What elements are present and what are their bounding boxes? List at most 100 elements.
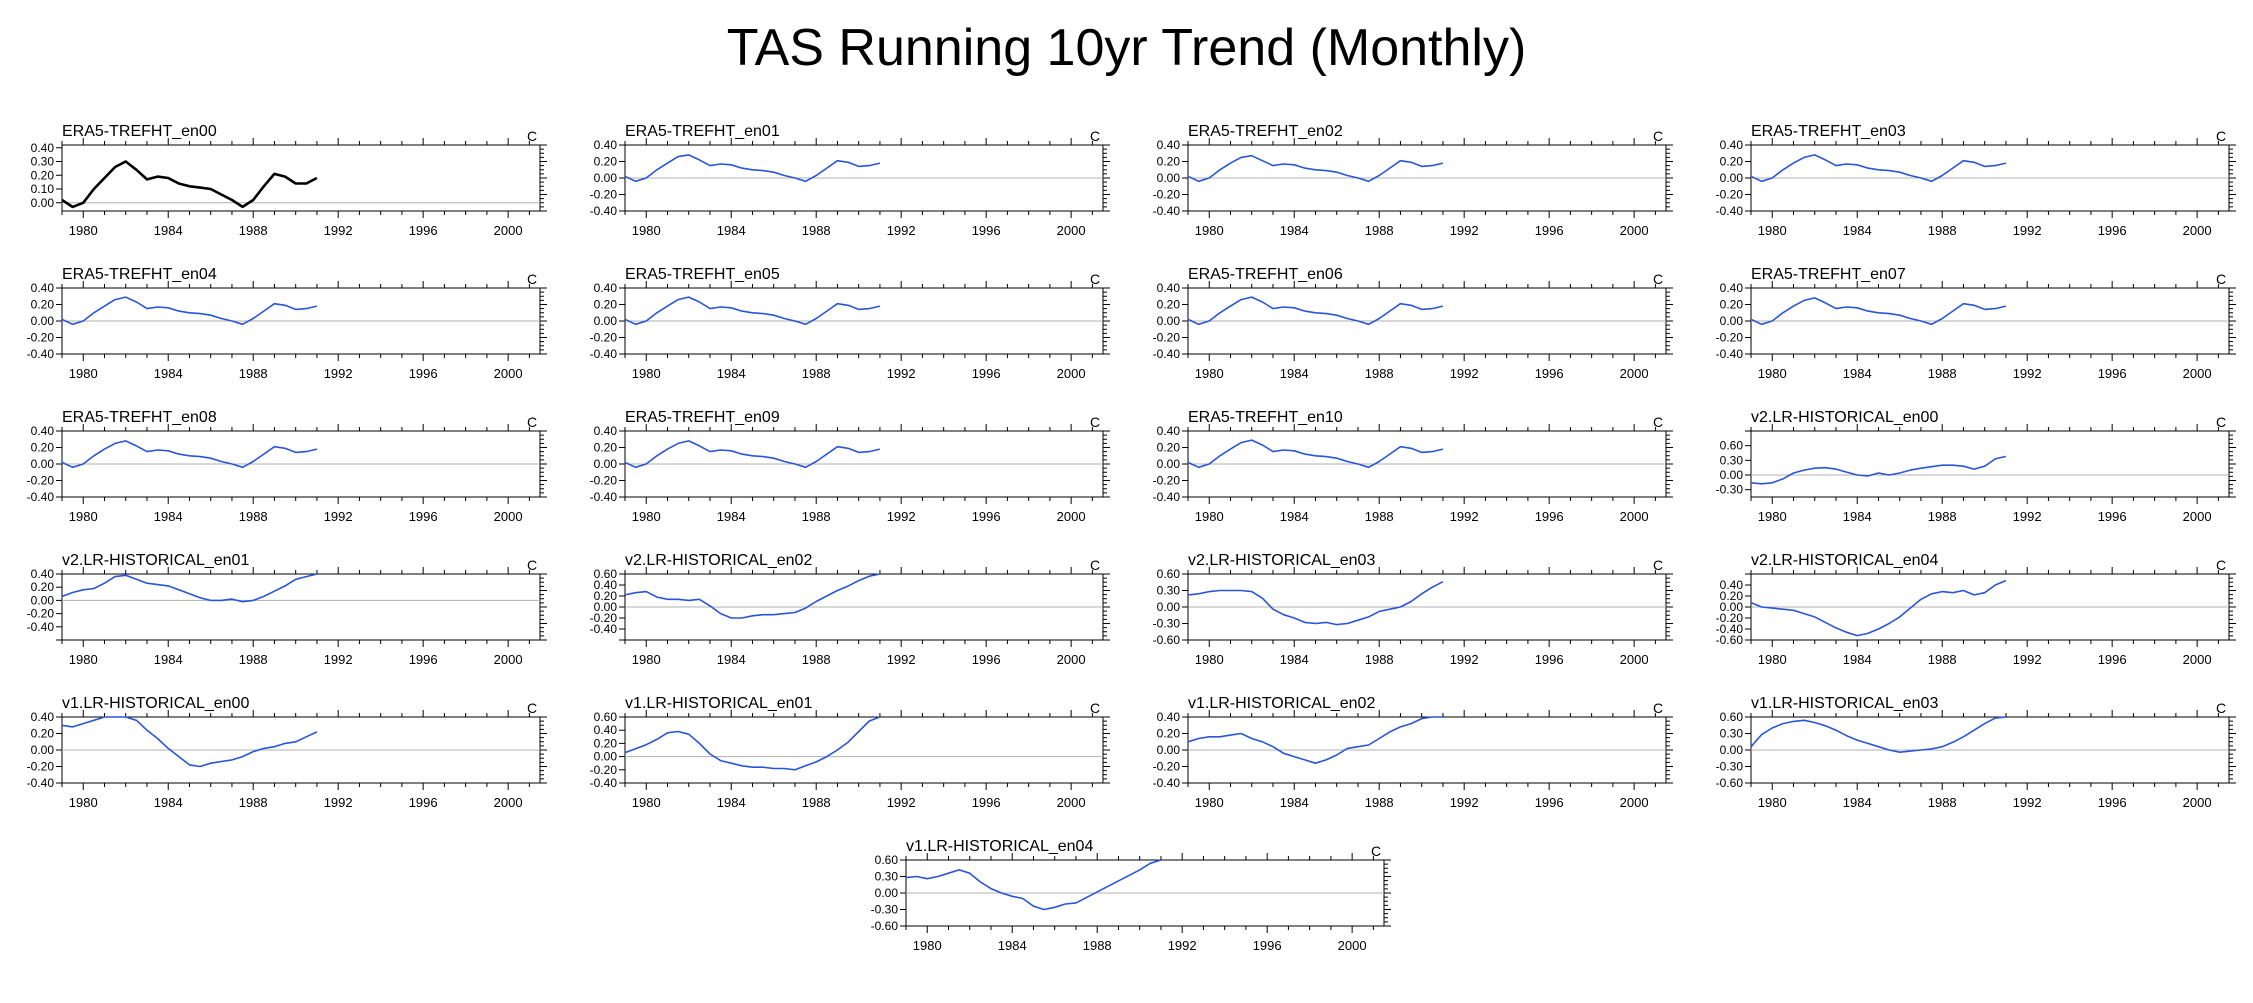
panel-title: ERA5-TREFHT_en01 bbox=[625, 123, 780, 140]
y-tick-label: -0.40 bbox=[590, 204, 618, 218]
y-tick-label: 0.00 bbox=[31, 314, 55, 328]
x-tick-label: 1988 bbox=[1365, 795, 1394, 810]
panel-18: v1.LR-HISTORICAL_en01 C 1980 1984 1988 1992 19… bbox=[590, 695, 1110, 810]
panel-title: ERA5-TREFHT_en06 bbox=[1188, 266, 1343, 283]
panel-units: C bbox=[1653, 128, 1663, 144]
x-tick-label: 1984 bbox=[154, 795, 183, 810]
y-tick-label: -0.20 bbox=[590, 763, 618, 777]
panel-title: ERA5-TREFHT_en09 bbox=[625, 409, 780, 426]
y-tick-label: 0.20 bbox=[1157, 298, 1181, 312]
panel-19: v1.LR-HISTORICAL_en02 C 1980 1984 1988 1992 19… bbox=[1153, 695, 1673, 810]
x-tick-label: 2000 bbox=[494, 366, 523, 381]
x-tick-label: 2000 bbox=[1620, 366, 1649, 381]
x-tick-label: 1988 bbox=[1365, 223, 1394, 238]
y-tick-label: 0.00 bbox=[594, 600, 618, 614]
x-tick-label: 1988 bbox=[802, 509, 831, 524]
ensemble-series-line bbox=[1187, 296, 1444, 326]
y-tick-label: 0.00 bbox=[31, 196, 55, 210]
x-tick-label: 1980 bbox=[1195, 366, 1224, 381]
x-tick-label: 1980 bbox=[632, 652, 661, 667]
y-tick-label: -0.60 bbox=[1716, 633, 1744, 647]
x-tick-label: 1992 bbox=[324, 223, 353, 238]
x-tick-label: 1984 bbox=[1280, 223, 1309, 238]
x-tick-label: 1996 bbox=[409, 509, 438, 524]
panel-units: C bbox=[1653, 414, 1663, 430]
y-tick-label: -0.30 bbox=[1716, 483, 1744, 497]
panel-4: ERA5-TREFHT_en03 C 1980 1984 1988 1992 1996 200… bbox=[1716, 123, 2236, 238]
y-tick-label: -0.40 bbox=[1153, 776, 1181, 790]
x-tick-label: 1984 bbox=[1843, 652, 1872, 667]
x-tick-label: 1988 bbox=[239, 223, 268, 238]
panel-title: v2.LR-HISTORICAL_en04 bbox=[1751, 552, 1938, 569]
panel-1: ERA5-TREFHT_en00 C 1980 1984 1988 1992 1996 200… bbox=[31, 123, 547, 238]
panel-15: v2.LR-HISTORICAL_en03 C 1980 1984 1988 1992 19… bbox=[1153, 552, 1673, 667]
x-tick-label: 2000 bbox=[1620, 795, 1649, 810]
x-tick-label: 2000 bbox=[1057, 223, 1086, 238]
panel-units: C bbox=[1090, 128, 1100, 144]
panel-units: C bbox=[1371, 843, 1381, 859]
x-tick-label: 1992 bbox=[2013, 652, 2042, 667]
y-tick-label: -0.20 bbox=[1153, 760, 1181, 774]
x-tick-label: 1984 bbox=[154, 509, 183, 524]
panel-9: ERA5-TREFHT_en08 C 1980 1984 1988 1992 1996 200… bbox=[27, 409, 547, 524]
panel-10: ERA5-TREFHT_en09 C 1980 1984 1988 1992 1996 200… bbox=[590, 409, 1110, 524]
y-tick-label: 0.20 bbox=[594, 736, 618, 750]
x-tick-label: 1988 bbox=[239, 366, 268, 381]
x-tick-label: 2000 bbox=[1620, 509, 1649, 524]
x-tick-label: 1980 bbox=[1195, 223, 1224, 238]
x-tick-label: 1996 bbox=[1253, 938, 1282, 953]
x-tick-label: 1988 bbox=[1928, 652, 1957, 667]
y-tick-label: -0.20 bbox=[1153, 474, 1181, 488]
panel-13: v2.LR-HISTORICAL_en01 C 1980 1984 1988 1992 19… bbox=[27, 552, 547, 667]
x-tick-label: 2000 bbox=[1057, 795, 1086, 810]
x-tick-label: 1984 bbox=[1843, 509, 1872, 524]
x-tick-label: 1984 bbox=[998, 938, 1027, 953]
y-tick-label: 0.20 bbox=[1157, 155, 1181, 169]
panel-units: C bbox=[527, 414, 537, 430]
y-tick-label: 0.30 bbox=[875, 870, 899, 884]
x-tick-label: 1980 bbox=[1195, 795, 1224, 810]
panel-5: ERA5-TREFHT_en04 C 1980 1984 1988 1992 1996 200… bbox=[27, 266, 547, 381]
panel-title: v1.LR-HISTORICAL_en01 bbox=[625, 695, 812, 712]
observed-series-line bbox=[61, 160, 318, 209]
y-tick-label: -0.40 bbox=[1716, 347, 1744, 361]
panel-title: v1.LR-HISTORICAL_en03 bbox=[1751, 695, 1938, 712]
ensemble-series-line bbox=[61, 296, 318, 326]
panel-units: C bbox=[1653, 557, 1663, 573]
x-tick-label: 1996 bbox=[1535, 509, 1564, 524]
x-tick-label: 1984 bbox=[717, 652, 746, 667]
x-tick-label: 2000 bbox=[494, 795, 523, 810]
y-tick-label: 0.40 bbox=[31, 567, 55, 581]
y-tick-label: 0.40 bbox=[1157, 138, 1181, 152]
x-tick-label: 1988 bbox=[802, 366, 831, 381]
y-tick-label: -0.20 bbox=[590, 611, 618, 625]
x-tick-label: 1996 bbox=[1535, 652, 1564, 667]
x-tick-label: 1992 bbox=[1450, 223, 1479, 238]
panel-title: ERA5-TREFHT_en07 bbox=[1751, 266, 1906, 283]
x-tick-label: 1992 bbox=[324, 652, 353, 667]
y-tick-label: 0.00 bbox=[594, 457, 618, 471]
panel-units: C bbox=[2216, 414, 2226, 430]
y-tick-label: -0.20 bbox=[27, 474, 55, 488]
panel-3: ERA5-TREFHT_en02 C 1980 1984 1988 1992 1996 200… bbox=[1153, 123, 1673, 238]
panel-units: C bbox=[2216, 557, 2226, 573]
x-tick-label: 1996 bbox=[1535, 223, 1564, 238]
y-tick-label: -0.40 bbox=[590, 347, 618, 361]
x-tick-label: 1996 bbox=[972, 223, 1001, 238]
x-tick-label: 1992 bbox=[2013, 509, 2042, 524]
x-tick-label: 2000 bbox=[2183, 366, 2212, 381]
x-tick-label: 1980 bbox=[632, 509, 661, 524]
y-tick-label: 0.30 bbox=[1157, 584, 1181, 598]
y-tick-label: 0.00 bbox=[31, 593, 55, 607]
panel-units: C bbox=[527, 271, 537, 287]
panel-title: ERA5-TREFHT_en08 bbox=[62, 409, 217, 426]
panel-title: v2.LR-HISTORICAL_en00 bbox=[1751, 409, 1938, 426]
x-tick-label: 2000 bbox=[1620, 223, 1649, 238]
y-tick-label: 0.40 bbox=[1720, 281, 1744, 295]
x-tick-label: 1996 bbox=[2098, 652, 2127, 667]
y-tick-label: -0.30 bbox=[1153, 617, 1181, 631]
y-tick-label: -0.40 bbox=[1153, 347, 1181, 361]
x-tick-label: 1996 bbox=[2098, 223, 2127, 238]
y-tick-label: 0.20 bbox=[1720, 155, 1744, 169]
panel-7: ERA5-TREFHT_en06 C 1980 1984 1988 1992 1996 200… bbox=[1153, 266, 1673, 381]
